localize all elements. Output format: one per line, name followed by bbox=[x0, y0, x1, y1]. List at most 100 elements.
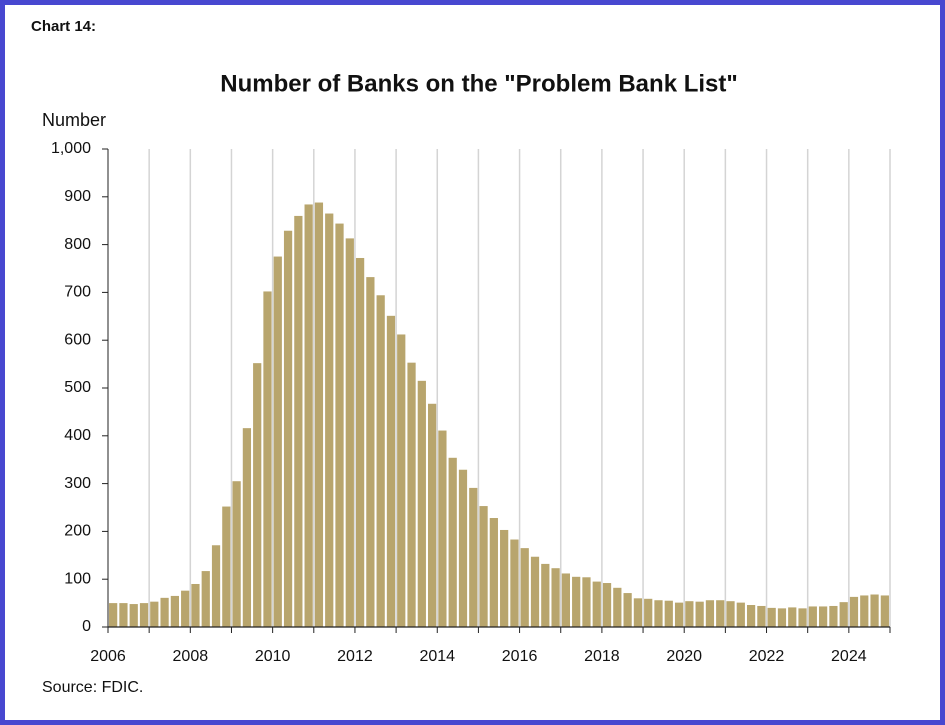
bar bbox=[397, 334, 406, 627]
bar bbox=[654, 600, 663, 627]
bar bbox=[695, 601, 704, 627]
x-tick-label: 2016 bbox=[502, 648, 538, 665]
bar bbox=[129, 604, 138, 627]
bar bbox=[572, 576, 581, 627]
bar bbox=[746, 605, 756, 627]
bar bbox=[211, 545, 221, 627]
bar bbox=[798, 608, 807, 627]
bar bbox=[767, 607, 776, 627]
bar bbox=[819, 606, 828, 627]
bar bbox=[808, 606, 817, 627]
bar bbox=[191, 583, 200, 627]
y-tick-label: 0 bbox=[82, 618, 91, 635]
x-tick-label: 2008 bbox=[173, 648, 209, 665]
bar bbox=[201, 571, 210, 627]
bar bbox=[788, 607, 797, 627]
bar bbox=[726, 601, 735, 627]
bar bbox=[438, 430, 447, 627]
bar bbox=[520, 548, 529, 627]
bar bbox=[150, 601, 159, 627]
bar bbox=[160, 597, 169, 627]
x-tick-label: 2022 bbox=[749, 648, 785, 665]
chart-label: Chart 14: bbox=[31, 18, 96, 35]
bar bbox=[417, 380, 426, 627]
x-tick-label: 2006 bbox=[90, 648, 126, 665]
bar bbox=[479, 506, 488, 627]
bar bbox=[716, 600, 725, 627]
y-tick-label: 300 bbox=[64, 475, 91, 492]
bar bbox=[170, 595, 179, 627]
bar bbox=[849, 596, 859, 627]
bar bbox=[469, 487, 478, 627]
source: Source: FDIC. bbox=[42, 679, 143, 696]
bar bbox=[273, 256, 282, 627]
bar bbox=[345, 238, 354, 628]
bar bbox=[870, 594, 879, 627]
bar bbox=[407, 362, 416, 627]
bar bbox=[860, 595, 869, 627]
bar bbox=[366, 277, 375, 627]
bar bbox=[880, 595, 889, 627]
bar bbox=[181, 590, 190, 627]
x-tick-label: 2014 bbox=[419, 648, 455, 665]
bar bbox=[222, 506, 231, 627]
bar bbox=[582, 577, 591, 627]
bar bbox=[139, 603, 149, 627]
bar bbox=[592, 581, 601, 627]
bar bbox=[325, 213, 334, 627]
x-tick-label: 2012 bbox=[337, 648, 373, 665]
y-tick-label: 900 bbox=[64, 188, 91, 205]
bar bbox=[253, 363, 262, 627]
y-tick-label: 1,000 bbox=[51, 140, 91, 157]
bar bbox=[602, 583, 612, 627]
y-tick-label: 500 bbox=[64, 379, 91, 396]
y-tick-label: 700 bbox=[64, 284, 91, 301]
bar bbox=[458, 469, 468, 627]
bar bbox=[644, 598, 653, 627]
bar bbox=[736, 602, 745, 627]
y-tick-label: 800 bbox=[64, 236, 91, 253]
chart-title: Number of Banks on the "Problem Bank Lis… bbox=[220, 70, 738, 97]
bar bbox=[428, 403, 437, 627]
bar bbox=[510, 539, 519, 627]
bar bbox=[541, 563, 550, 627]
bar bbox=[242, 428, 252, 627]
bar bbox=[633, 598, 643, 627]
bar bbox=[263, 291, 272, 627]
bar bbox=[613, 587, 622, 627]
y-tick-label: 400 bbox=[64, 427, 91, 444]
bar bbox=[283, 230, 293, 627]
bar bbox=[757, 605, 766, 627]
bar bbox=[839, 602, 848, 627]
bar bbox=[777, 608, 787, 627]
bar bbox=[304, 204, 313, 627]
bar bbox=[664, 600, 673, 627]
x-tick-label: 2018 bbox=[584, 648, 620, 665]
bar bbox=[314, 202, 324, 627]
bar bbox=[500, 529, 509, 627]
bar bbox=[335, 223, 344, 627]
bar bbox=[119, 603, 128, 627]
x-tick-label: 2024 bbox=[831, 648, 867, 665]
bar bbox=[685, 601, 694, 627]
bar bbox=[294, 215, 303, 628]
y-tick-label: 200 bbox=[64, 523, 91, 540]
x-tick-label: 2020 bbox=[666, 648, 702, 665]
bar bbox=[829, 605, 838, 627]
chart: Chart 14: Number of Banks on the "Proble… bbox=[31, 18, 891, 696]
bar bbox=[705, 600, 715, 627]
bar bbox=[232, 481, 241, 627]
bar bbox=[561, 573, 570, 627]
bar bbox=[674, 602, 684, 627]
bar bbox=[386, 315, 396, 627]
x-tick-label: 2010 bbox=[255, 648, 291, 665]
bar bbox=[376, 295, 385, 627]
bar bbox=[448, 457, 457, 627]
bar bbox=[489, 518, 498, 627]
bar bbox=[551, 568, 560, 627]
y-axis-label: Number bbox=[42, 110, 106, 130]
y-tick-label: 600 bbox=[64, 331, 91, 348]
bar bbox=[530, 556, 540, 627]
bar bbox=[623, 593, 632, 627]
